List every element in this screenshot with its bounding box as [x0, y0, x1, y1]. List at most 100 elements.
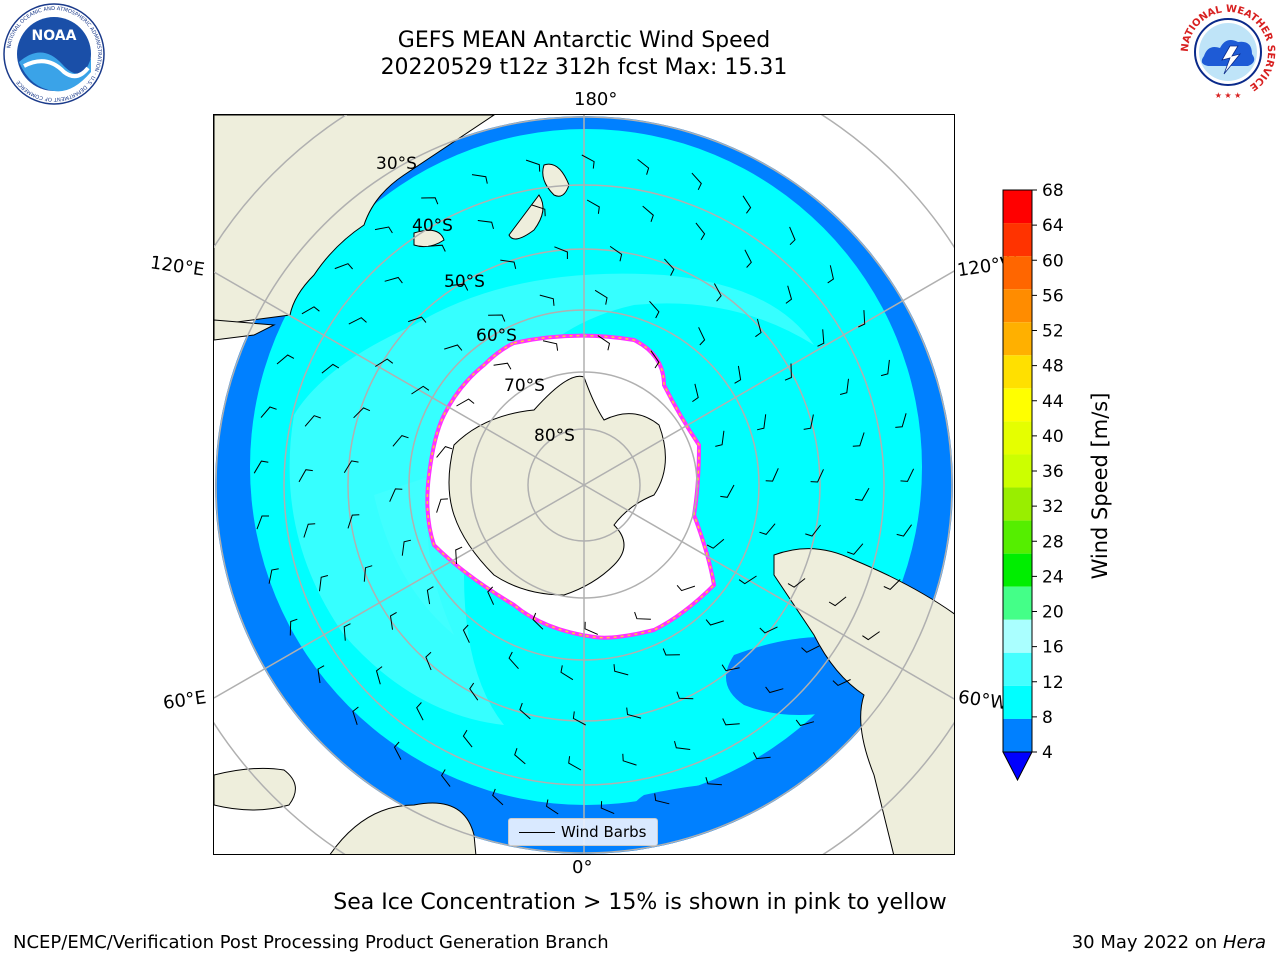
wind-barb	[375, 666, 383, 685]
wind-barb	[455, 546, 463, 565]
wind-barb	[755, 318, 762, 338]
meridian-lines	[214, 115, 954, 854]
wind-barb	[597, 335, 611, 351]
wind-barb	[785, 285, 793, 304]
colorbar-tick-label: 36	[1042, 462, 1064, 482]
wind-barb	[698, 327, 706, 346]
wind-barb	[642, 205, 654, 222]
wind-barb	[720, 484, 735, 498]
wind-barb	[664, 258, 675, 276]
wind-barb	[795, 719, 815, 727]
wind-barb	[695, 222, 706, 241]
colorbar-cell	[1003, 289, 1032, 323]
wind-barb	[492, 788, 504, 806]
footer-machine: Hera	[1222, 932, 1266, 953]
wind-barb	[343, 623, 351, 641]
wind-barb	[554, 246, 568, 259]
colorbar-tick-label: 44	[1042, 392, 1064, 412]
wind-barb	[352, 706, 359, 725]
wind-barb	[374, 226, 393, 234]
wind-barb	[542, 340, 559, 351]
wind-barb	[421, 197, 439, 205]
colorbar-tick-label: 56	[1042, 286, 1064, 306]
wind-barb	[634, 611, 651, 620]
wind-barb	[321, 363, 340, 374]
wind-barb	[436, 498, 448, 513]
wind-barb	[487, 586, 495, 605]
wind-barb	[654, 793, 670, 805]
wind-barb	[256, 515, 269, 530]
wind-barb	[705, 619, 724, 626]
wind-barb	[827, 265, 834, 284]
wind-barb	[304, 415, 321, 427]
wind-barb	[268, 568, 279, 584]
wind-barb	[756, 414, 767, 431]
wind-barb	[408, 316, 427, 323]
wind-barb	[832, 679, 851, 686]
wind-barb	[900, 468, 915, 482]
wind-barb	[622, 753, 637, 766]
wind-barb	[880, 359, 890, 377]
colorbar-cell	[1003, 685, 1032, 719]
footer-date-text: 30 May 2022 on	[1071, 932, 1223, 953]
svg-text:★ ★ ★: ★ ★ ★	[1215, 91, 1242, 100]
wind-barb	[896, 524, 913, 537]
colorbar-tick-label: 48	[1042, 357, 1064, 377]
wind-barb	[440, 769, 451, 787]
lat-label-50s: 50°S	[444, 272, 485, 292]
wind-barb	[298, 469, 313, 483]
wind-barb	[471, 174, 488, 184]
wind-barb	[581, 154, 595, 169]
wind-barb	[389, 488, 403, 502]
wind-barb	[586, 199, 600, 214]
wind-barb	[317, 665, 325, 684]
wind-barb	[393, 741, 402, 760]
wind-field-12-16	[289, 273, 814, 725]
wind-barb	[319, 575, 329, 592]
polar-map: 30°S 40°S 50°S 60°S 70°S 80°S	[214, 115, 954, 854]
wind-barb	[411, 385, 430, 395]
wind-barb	[488, 314, 506, 322]
wind-barb	[401, 539, 412, 556]
footer-credit: NCEP/EMC/Verification Post Processing Pr…	[13, 932, 609, 953]
wind-barb	[613, 664, 629, 676]
colorbar-tick-label: 24	[1042, 567, 1064, 587]
wind-barb	[759, 626, 778, 634]
wind-barb	[514, 748, 526, 765]
wind-barb	[715, 430, 725, 447]
wind-barb	[722, 718, 740, 726]
land-africa	[214, 767, 296, 811]
land-new-zealand	[508, 163, 570, 240]
wind-barb	[416, 702, 424, 721]
wind-barb	[353, 407, 371, 419]
colorbar-cell	[1003, 256, 1032, 290]
colorbar-tick-label: 20	[1042, 603, 1064, 623]
colorbar-label: Wind Speed [m/s]	[1088, 393, 1112, 580]
wind-barb	[753, 752, 771, 760]
lat-label-40s: 40°S	[412, 216, 453, 236]
wind-barb	[568, 756, 582, 771]
wind-barb	[706, 538, 725, 549]
wind-barb	[676, 584, 696, 592]
wind-barb	[637, 159, 650, 175]
colorbar-tick-label: 68	[1042, 181, 1064, 201]
wind-barb	[650, 350, 660, 369]
wind-barb	[810, 469, 824, 483]
colorbar-cell	[1003, 487, 1032, 521]
colorbar-cell	[1003, 454, 1032, 488]
wind-barb	[803, 414, 814, 430]
wind-barb	[532, 612, 544, 630]
sea-ice-note: Sea Ice Concentration > 15% is shown in …	[333, 890, 947, 915]
footer-date: 30 May 2022 on Hera	[1072, 932, 1266, 953]
wind-barb	[801, 645, 820, 653]
wind-barb	[713, 283, 722, 302]
colorbar-cell	[1003, 520, 1032, 554]
lat-label-80s: 80°S	[534, 426, 575, 446]
wind-barb	[508, 651, 519, 670]
lat-label-70s: 70°S	[504, 376, 545, 396]
wind-barb	[584, 621, 599, 635]
colorbar-tick-label: 32	[1042, 497, 1064, 517]
lat-label-60s: 60°S	[476, 326, 517, 346]
colorbar-tick-label: 28	[1042, 532, 1064, 552]
colorbar-cell	[1003, 355, 1032, 389]
